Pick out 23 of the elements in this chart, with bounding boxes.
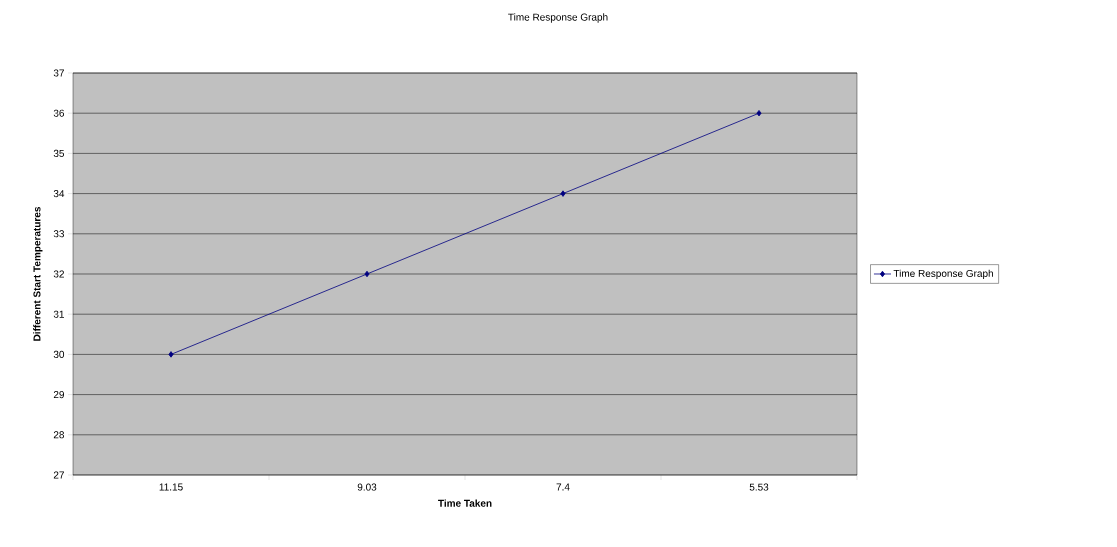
y-tick-label: 34 xyxy=(53,190,65,198)
x-tick-label: 5.53 xyxy=(749,483,769,491)
y-tick-label: 28 xyxy=(53,431,65,439)
x-tick-label: 11.15 xyxy=(159,483,183,491)
y-tick-label: 27 xyxy=(53,471,64,479)
legend-label: Time Response Graph xyxy=(893,269,993,279)
x-tick-label: 9.03 xyxy=(357,483,377,491)
y-tick-label: 32 xyxy=(53,270,64,278)
y-tick-label: 35 xyxy=(53,149,65,157)
point xyxy=(560,190,566,197)
y-tick-label: 33 xyxy=(53,230,65,238)
y-tick-label: 31 xyxy=(53,310,64,318)
y-axis-title: Different Start Temperatures xyxy=(33,206,43,341)
point xyxy=(756,110,762,117)
x-axis-title: Time Taken xyxy=(438,499,492,507)
point xyxy=(168,351,174,358)
y-tick-label: 37 xyxy=(53,69,64,77)
x-tick-label: 7.4 xyxy=(556,483,570,491)
y-tick-label: 30 xyxy=(53,350,65,358)
y-tick-label: 36 xyxy=(53,109,65,117)
point xyxy=(364,270,370,278)
chart-title: Time Response Graph xyxy=(508,13,608,23)
y-tick-label: 29 xyxy=(53,391,64,399)
